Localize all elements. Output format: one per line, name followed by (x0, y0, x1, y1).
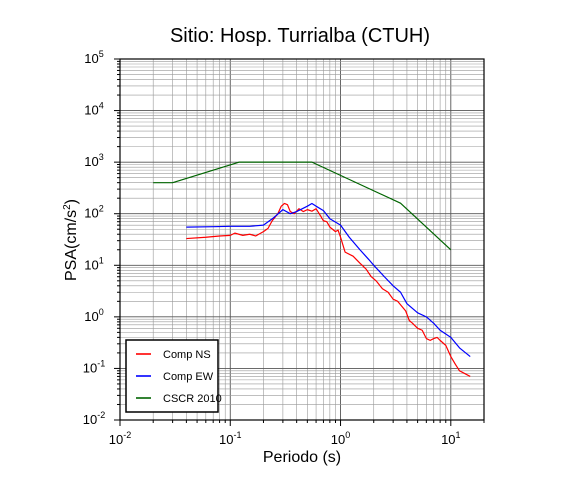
x-tick-base: 10 (219, 432, 233, 447)
y-tick-base: 10 (84, 154, 98, 169)
y-tick-base: 10 (84, 257, 98, 272)
y-tick-exp: 2 (99, 204, 104, 214)
y-tick-exp: 1 (99, 255, 104, 265)
y-tick-base: 10 (84, 206, 98, 221)
series-line-comp-ew (186, 202, 471, 358)
series-line-comp-ns (186, 202, 471, 377)
legend-label-comp-ew: Comp EW (163, 371, 214, 383)
y-tick-label: 101 (84, 255, 103, 272)
x-tick-exp: -1 (233, 430, 241, 440)
plot-frame (119, 58, 485, 421)
x-axis-label: Periodo (s) (263, 449, 341, 466)
y-tick-label: 105 (84, 49, 103, 66)
y-tick-label: 102 (84, 204, 103, 221)
y-tick-label: 10-1 (83, 358, 105, 375)
y-axis-label-suffix: ) (63, 199, 80, 204)
legend-label-comp-ns: Comp NS (163, 349, 211, 361)
x-tick-label: 101 (441, 430, 460, 447)
legend-label-cscr-2010: CSCR 2010 (163, 393, 222, 405)
y-tick-label: 103 (84, 152, 103, 169)
x-tick-label: 100 (331, 430, 350, 447)
y-tick-base: 10 (84, 309, 98, 324)
y-tick-label: 10-2 (83, 410, 105, 427)
y-axis-label: PSA(cm/s2) (62, 199, 80, 281)
y-tick-label: 104 (84, 101, 103, 118)
x-tick-base: 10 (441, 432, 455, 447)
chart-title: Sitio: Hosp. Turrialba (CTUH) (170, 25, 430, 47)
y-tick-base: 10 (83, 360, 97, 375)
series-line-cscr-2010 (153, 161, 452, 251)
x-tick-exp: 0 (345, 430, 350, 440)
y-tick-exp: 4 (99, 101, 104, 111)
y-tick-exp: 5 (99, 49, 104, 59)
x-tick-exp: -2 (123, 430, 131, 440)
legend: Comp NS Comp EW CSCR 2010 (125, 339, 222, 413)
x-tick-base: 10 (331, 432, 345, 447)
y-tick-base: 10 (84, 51, 98, 66)
y-axis-label-sup: 2 (62, 204, 73, 210)
y-tick-base: 10 (83, 412, 97, 427)
y-tick-exp: -1 (97, 358, 105, 368)
y-tick-exp: 3 (99, 152, 104, 162)
y-tick-exp: -2 (97, 410, 105, 420)
y-tick-exp: 0 (99, 307, 104, 317)
y-axis-label-prefix: PSA(cm/s (63, 210, 80, 281)
y-tick-base: 10 (84, 103, 98, 118)
series-layer (153, 161, 471, 377)
legend-items: Comp NS Comp EW CSCR 2010 (136, 349, 222, 405)
x-tick-base: 10 (109, 432, 123, 447)
x-tick-label: 10-1 (219, 430, 241, 447)
x-tick-exp: 1 (456, 430, 461, 440)
y-tick-label: 100 (84, 307, 103, 324)
x-tick-label: 10-2 (109, 430, 131, 447)
